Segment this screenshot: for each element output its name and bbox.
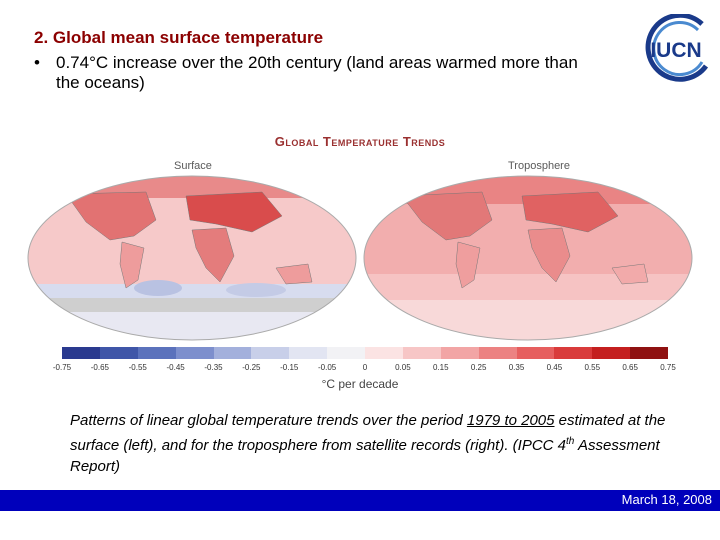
footer-bar: March 18, 2008 [0, 490, 720, 511]
color-scale-tick-label: 0.75 [660, 363, 676, 372]
color-scale-segment [251, 347, 290, 359]
color-scale-segment [630, 347, 668, 359]
footer-date: March 18, 2008 [621, 492, 712, 507]
color-scale-segment [137, 347, 176, 359]
color-scale-segment [440, 347, 479, 359]
color-scale-ticks: -0.75 -0.65 -0.55 -0.45 -0.35 -0.25 -0.15 -0.05… [24, 363, 696, 375]
color-scale-tick-label: 0.35 [508, 363, 525, 372]
color-scale-tick-label: 0.45 [546, 363, 563, 372]
slide-title: 2. Global mean surface temperature [34, 28, 324, 47]
color-scale-segment [592, 347, 631, 359]
caption-period: 1979 to 2005 [466, 412, 555, 429]
figure-caption: Patterns of linear global temperature tr… [70, 412, 666, 475]
color-scale-segment [62, 347, 100, 359]
color-scale-segment [516, 347, 555, 359]
color-scale-segment [99, 347, 138, 359]
color-scale-tick-label: -0.45 [166, 363, 185, 372]
color-scale-tick-label: -0.75 [52, 363, 72, 372]
color-scale-segment [365, 347, 403, 359]
color-scale-segment [554, 347, 593, 359]
color-scale-tick-label: -0.05 [318, 363, 337, 372]
color-scale-unit: °C per decade [321, 377, 399, 391]
color-scale-segment [175, 347, 214, 359]
iucn-logo: IUCN [645, 14, 709, 82]
color-scale-tick-label: 0 [362, 363, 368, 372]
troposphere-label: Troposphere [508, 160, 570, 172]
color-scale-tick-label: -0.65 [90, 363, 109, 372]
surface-label: Surface [174, 160, 212, 172]
color-scale-tick-label: -0.25 [242, 363, 261, 372]
color-scale-bar [62, 347, 668, 359]
color-scale-tick-label: -0.35 [204, 363, 223, 372]
troposphere-map [363, 175, 693, 341]
figure-title: Global Temperature Trends [274, 134, 446, 149]
color-scale-tick-label: 0.65 [622, 363, 638, 372]
color-scale-tick-label: 0.55 [584, 363, 601, 372]
color-scale-segment [478, 347, 517, 359]
color-scale-segment [213, 347, 252, 359]
surface-map [27, 175, 357, 341]
color-scale-tick-label: -0.15 [280, 363, 299, 372]
temperature-trends-figure: Global Temperature Trends Surface Tropos… [24, 128, 696, 396]
color-scale-tick-label: 0.05 [395, 363, 411, 372]
color-scale-tick-label: 0.15 [432, 363, 449, 372]
color-scale-tick-label: 0.25 [470, 363, 487, 372]
color-scale-tick-label: -0.55 [128, 363, 147, 372]
bullet-text: 0.74°C increase over the 20th century (l… [56, 53, 578, 92]
color-scale-segment [402, 347, 441, 359]
color-scale-segment [327, 347, 365, 359]
logo-text: IUCN [650, 39, 701, 62]
bullet-point: • 0.74°C increase over the 20th century … [34, 53, 594, 93]
color-scale-segment [289, 347, 328, 359]
bullet-marker: • [34, 53, 40, 72]
